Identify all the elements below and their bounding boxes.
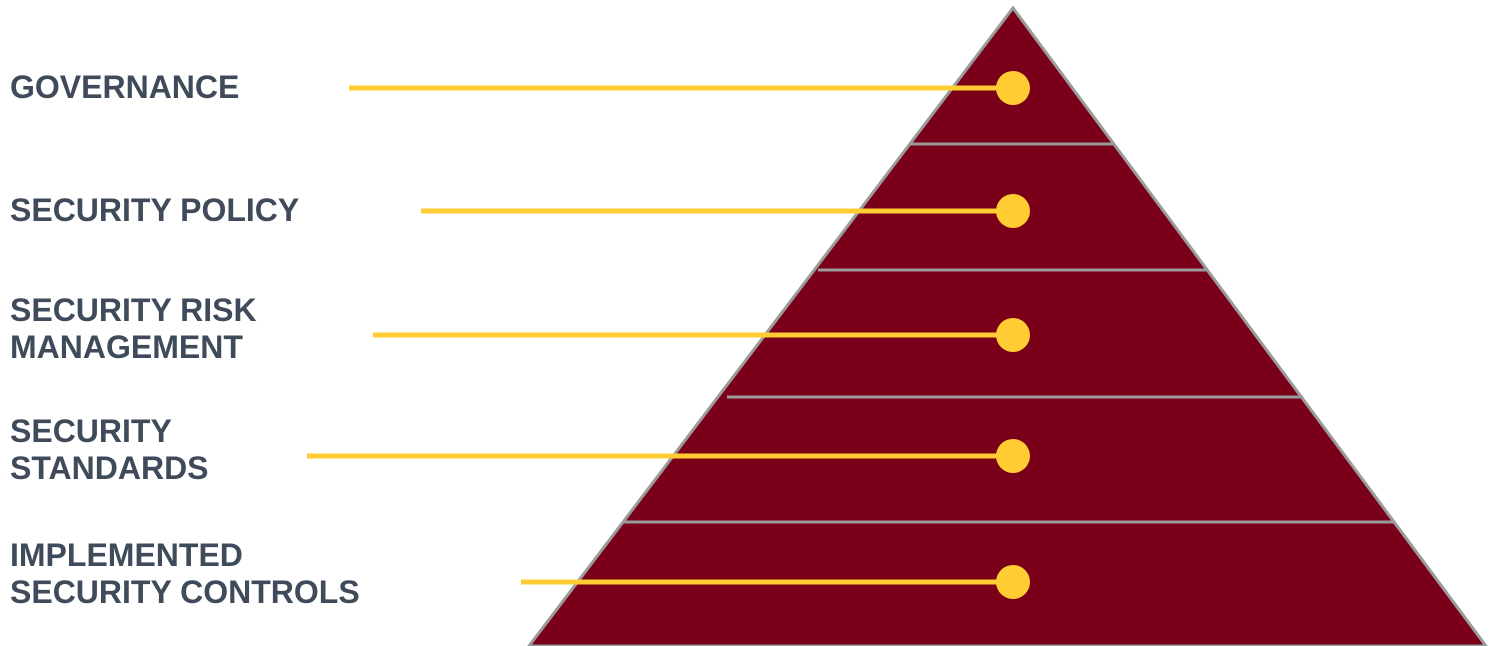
security-standards-label: SECURITY STANDARDS	[10, 413, 209, 486]
governance-label: GOVERNANCE	[10, 69, 240, 105]
implemented-security-controls-label: IMPLEMENTED SECURITY CONTROLS	[10, 537, 360, 610]
security-policy-label: SECURITY POLICY	[10, 192, 300, 228]
security-policy-dot	[996, 194, 1030, 228]
governance-dot	[996, 71, 1030, 105]
implemented-security-controls-dot	[996, 565, 1030, 599]
security-risk-management-dot	[996, 318, 1030, 352]
security-risk-management-label: SECURITY RISK MANAGEMENT	[10, 292, 257, 365]
security-standards-dot	[996, 439, 1030, 473]
